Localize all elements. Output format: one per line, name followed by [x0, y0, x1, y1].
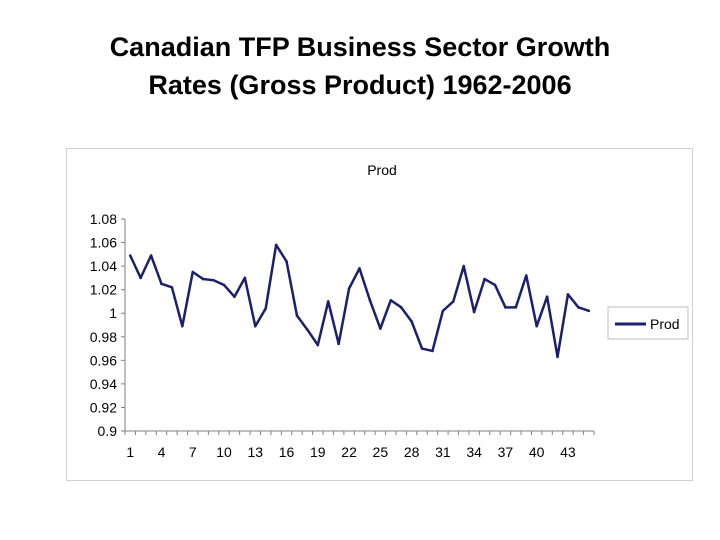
y-tick-label: 0.92 — [90, 399, 117, 415]
x-tick-label: 22 — [341, 444, 357, 460]
data-point — [556, 355, 559, 359]
data-point — [160, 282, 163, 286]
chart-frame — [66, 148, 693, 481]
data-point — [264, 307, 268, 310]
data-point — [441, 309, 445, 313]
data-point — [326, 300, 330, 303]
chart-axes — [124, 219, 594, 432]
data-point — [545, 295, 549, 299]
y-tick-label: 1 — [109, 305, 117, 321]
x-tick-label: 28 — [404, 444, 420, 460]
x-tick-label: 40 — [529, 444, 545, 460]
data-point — [295, 314, 299, 317]
x-tick-label: 7 — [189, 444, 197, 460]
data-point — [170, 286, 174, 289]
y-tick-label: 0.96 — [90, 352, 117, 368]
chart-legend: Prod — [607, 306, 689, 340]
y-tick-label: 0.98 — [90, 329, 117, 345]
data-point — [368, 298, 372, 302]
chart-series — [128, 243, 591, 359]
y-tick-label: 0.94 — [90, 376, 117, 392]
data-point — [274, 243, 278, 247]
data-point — [128, 254, 132, 257]
x-tick-label: 43 — [560, 444, 576, 460]
x-tick-label: 13 — [247, 444, 263, 460]
data-point — [233, 295, 236, 299]
data-point — [181, 324, 184, 328]
data-point — [514, 306, 518, 309]
data-point — [566, 293, 570, 296]
data-point — [222, 283, 226, 287]
slide-title: Canadian TFP Business Sector Growth Rate… — [0, 28, 720, 104]
data-point — [191, 270, 195, 274]
x-tick-label: 25 — [373, 444, 389, 460]
slide-title-line-2: Rates (Gross Product) 1962-2006 — [148, 70, 572, 100]
data-point — [399, 306, 403, 309]
data-point — [493, 283, 497, 287]
x-tick-label: 31 — [435, 444, 451, 460]
data-point — [431, 349, 434, 353]
data-point — [347, 287, 351, 290]
data-point — [420, 347, 424, 350]
y-tick-label: 1.04 — [90, 258, 117, 274]
data-point — [201, 277, 205, 281]
y-tick-label: 0.9 — [98, 423, 118, 439]
legend-label-prod: Prod — [650, 316, 680, 332]
x-tick-label: 10 — [216, 444, 232, 460]
data-point — [587, 309, 591, 313]
series-line-prod — [129, 243, 590, 359]
data-point — [410, 320, 413, 323]
data-point — [212, 278, 215, 282]
data-point — [253, 324, 257, 328]
y-tick-label: 1.08 — [90, 211, 117, 227]
data-point — [337, 342, 340, 346]
data-point — [535, 324, 538, 328]
data-point — [379, 327, 382, 330]
data-point — [358, 267, 361, 270]
data-point — [472, 310, 476, 314]
data-point — [504, 306, 507, 309]
x-tick-label: 1 — [126, 444, 134, 460]
data-point — [389, 298, 393, 302]
slide-title-line-1: Canadian TFP Business Sector Growth — [109, 32, 611, 62]
y-tick-label: 1.06 — [90, 235, 117, 251]
y-axis-ticks: 1.08 1.06 1.04 1.02 1 0.98 0.96 0.94 0.92 0.9 — [90, 211, 125, 439]
x-tick-label: 19 — [310, 444, 326, 460]
data-point — [483, 277, 486, 281]
y-tick-label: 1.02 — [90, 282, 117, 298]
data-point — [139, 276, 142, 280]
chart-title: Prod — [367, 162, 397, 178]
data-point — [149, 254, 153, 257]
data-point — [316, 343, 320, 347]
x-axis-ticks: 1 4 7 10 13 16 19 22 25 28 31 34 37 40 43 — [124, 431, 595, 460]
data-point — [243, 276, 247, 280]
data-point — [577, 306, 580, 309]
x-tick-label: 16 — [279, 444, 295, 460]
x-tick-label: 37 — [498, 444, 514, 460]
data-point — [306, 328, 309, 332]
data-point — [462, 264, 466, 268]
data-point — [524, 274, 528, 277]
x-tick-label: 34 — [466, 444, 482, 460]
data-point — [452, 300, 455, 303]
x-tick-label: 4 — [158, 444, 166, 460]
data-point — [285, 260, 288, 263]
